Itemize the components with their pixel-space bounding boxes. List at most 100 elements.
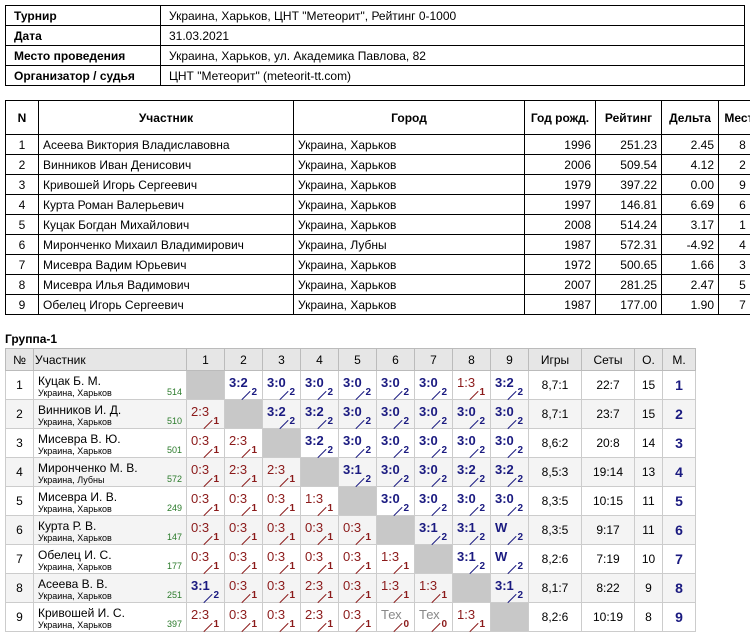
match-cell: 3:2 2 <box>262 399 301 430</box>
match-score: Тех <box>419 607 440 622</box>
match-points: 2 <box>327 416 333 427</box>
row-number: 9 <box>5 602 34 632</box>
place: 9 <box>662 602 696 632</box>
match-score: 0:3 <box>343 520 362 535</box>
match-cell: 1:3 1 <box>452 602 491 633</box>
match-cell: 0:3 1 <box>338 573 377 604</box>
match-score: 0:3 <box>191 433 210 448</box>
cell: 2 <box>718 154 750 175</box>
match-score: 3:0 <box>381 404 400 419</box>
match-points: 1 <box>327 503 333 514</box>
match-score: 3:2 <box>267 404 286 419</box>
match-score: 2:3 <box>305 578 324 593</box>
match-points: 1 <box>289 474 295 485</box>
score: 9 <box>634 573 663 603</box>
player-city: Украина, Харьков <box>38 388 112 398</box>
match-points: 2 <box>365 474 371 485</box>
sets: 8:22 <box>581 573 635 603</box>
match-score: 0:3 <box>305 520 324 535</box>
cell: 572.31 <box>595 234 662 255</box>
slash <box>469 622 479 633</box>
match-score: 3:2 <box>495 375 514 390</box>
match-score: 0:3 <box>267 549 286 564</box>
match-points: 2 <box>517 561 523 572</box>
match-points: 2 <box>441 445 447 456</box>
match-points: 0 <box>441 619 447 630</box>
cell: Асеева Виктория Владиславовна <box>38 134 294 155</box>
cell: 1997 <box>524 194 596 215</box>
header-cell: № <box>5 348 34 371</box>
match-points: 1 <box>365 619 371 630</box>
match-points: 1 <box>289 590 295 601</box>
match-points: 2 <box>479 503 485 514</box>
match-cell: 3:0 2 <box>414 486 453 517</box>
match-points: 1 <box>327 619 333 630</box>
cell: 3 <box>5 174 39 195</box>
cell: Украина, Харьков <box>293 154 525 175</box>
match-score: 1:3 <box>457 607 476 622</box>
games: 8,6:2 <box>528 428 582 458</box>
match-points: 1 <box>289 532 295 543</box>
group-row: 7 Обелец И. С. Украина, Харьков 177 0:3 1 0:3 1… <box>5 544 696 575</box>
match-score: 3:0 <box>343 404 362 419</box>
match-score: 3:1 <box>343 462 362 477</box>
match-score: 0:3 <box>267 578 286 593</box>
match-score: 3:0 <box>419 404 438 419</box>
match-cell: 3:0 2 <box>300 370 339 401</box>
cell: 281.25 <box>595 274 662 295</box>
match-cell: 3:0 2 <box>376 457 415 488</box>
cell: 6.69 <box>661 194 719 215</box>
place: 5 <box>662 486 696 516</box>
place: 2 <box>662 399 696 429</box>
cell: Украина, Харьков <box>293 254 525 275</box>
match-score: 3:2 <box>229 375 248 390</box>
player-rating: 147 <box>166 532 182 542</box>
participant-row: 6 Миронченко Михаил Владимирович Украина, … <box>5 234 750 255</box>
header-cell: Место <box>718 100 750 135</box>
match-cell: 0:3 1 <box>338 544 377 575</box>
cell: Миронченко Михаил Владимирович <box>38 234 294 255</box>
match-points: 1 <box>403 561 409 572</box>
match-points: 2 <box>517 503 523 514</box>
group-row: 1 Куцак Б. М. Украина, Харьков 514 3:2 2 3:0 2 3… <box>5 370 696 401</box>
match-score: 3:0 <box>305 375 324 390</box>
match-score: 3:0 <box>419 491 438 506</box>
match-score: 0:3 <box>343 607 362 622</box>
match-points: 2 <box>365 387 371 398</box>
match-score: 3:0 <box>381 433 400 448</box>
score: 14 <box>634 428 663 458</box>
match-points: 0 <box>403 619 409 630</box>
player-name: Обелец И. С. <box>38 548 112 562</box>
place: 3 <box>662 428 696 458</box>
match-cell: 3:0 2 <box>414 399 453 430</box>
match-points: 1 <box>251 590 257 601</box>
slash <box>431 622 441 633</box>
row-number: 5 <box>5 486 34 516</box>
player-city: Украина, Лубны <box>38 475 105 485</box>
match-cell: 0:3 1 <box>262 573 301 604</box>
match-points: 2 <box>479 474 485 485</box>
slash <box>279 622 289 633</box>
games: 8,5:3 <box>528 457 582 487</box>
match-points: 2 <box>327 445 333 456</box>
self-cell <box>490 602 529 632</box>
match-cell: 3:0 2 <box>376 399 415 430</box>
match-cell: 0:3 1 <box>262 602 301 633</box>
self-cell <box>262 428 301 458</box>
match-score: 3:2 <box>457 462 476 477</box>
cell: 8 <box>5 274 39 295</box>
cell: 7 <box>5 254 39 275</box>
match-points: 1 <box>213 619 219 630</box>
player-city: Украина, Харьков <box>38 562 112 572</box>
match-cell: 3:0 2 <box>376 486 415 517</box>
match-cell: 2:3 1 <box>262 457 301 488</box>
match-score: 3:0 <box>495 404 514 419</box>
group-row: 6 Курта Р. В. Украина, Харьков 147 0:3 1 0:3 1 0… <box>5 515 696 546</box>
player-city: Украина, Харьков <box>38 417 112 427</box>
self-cell <box>414 544 453 574</box>
player-city: Украина, Харьков <box>38 591 112 601</box>
match-points: 1 <box>213 445 219 456</box>
match-points: 1 <box>251 503 257 514</box>
cell: 2.45 <box>661 134 719 155</box>
sets: 19:14 <box>581 457 635 487</box>
